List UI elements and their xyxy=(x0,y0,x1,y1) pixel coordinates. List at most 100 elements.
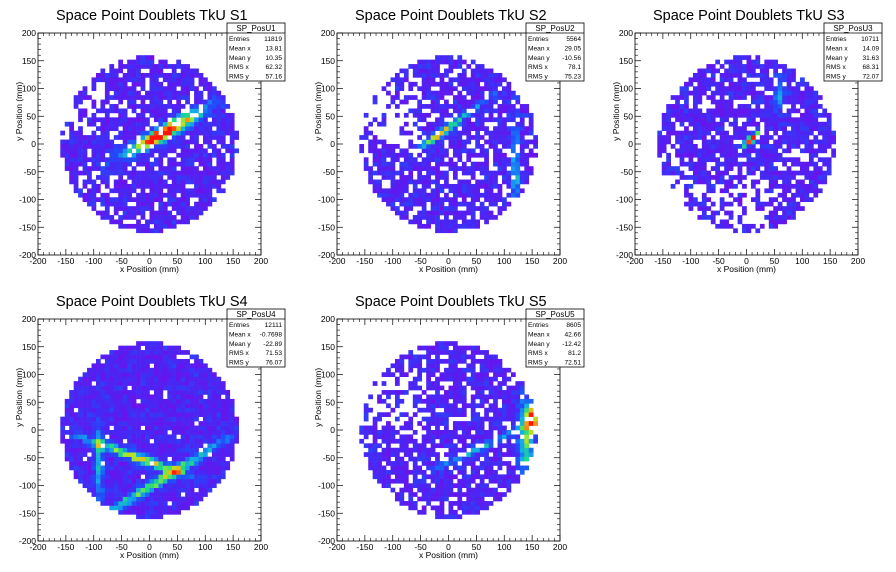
heatmap-cell xyxy=(444,135,449,140)
heatmap-cell xyxy=(153,139,159,145)
heatmap-cell xyxy=(118,68,124,74)
heatmap-cell xyxy=(176,130,182,136)
heatmap-cell xyxy=(162,381,168,386)
y-tick-label: -150 xyxy=(19,508,36,518)
heatmap-cell xyxy=(804,183,810,189)
heatmap-cell xyxy=(430,197,436,203)
heatmap-cell xyxy=(706,197,712,203)
heatmap-cell xyxy=(136,126,141,131)
heatmap-cell xyxy=(412,201,418,207)
heatmap-cell xyxy=(216,117,222,123)
heatmap-cell xyxy=(488,104,494,109)
heatmap-cell xyxy=(764,108,770,114)
heatmap-cell xyxy=(381,447,387,453)
stats-row-label: Mean x xyxy=(229,45,251,52)
heatmap-cell xyxy=(386,412,391,417)
heatmap-cell xyxy=(737,59,743,65)
heatmap-cell xyxy=(795,90,801,96)
heatmap-cell xyxy=(519,179,525,185)
heatmap-cell xyxy=(87,192,92,198)
heatmap-cell xyxy=(777,121,783,127)
heatmap-cell xyxy=(791,170,796,176)
heatmap-cell xyxy=(207,90,213,96)
heatmap-cell xyxy=(746,86,752,92)
heatmap-cell xyxy=(408,363,414,369)
heatmap-cell xyxy=(162,130,168,136)
heatmap-cell xyxy=(122,430,128,435)
heatmap-cell xyxy=(118,381,124,386)
heatmap-cell xyxy=(153,157,159,163)
heatmap-cell xyxy=(171,501,177,506)
heatmap-cell xyxy=(185,372,190,378)
heatmap-cell xyxy=(386,144,391,149)
heatmap-cell xyxy=(377,188,382,194)
heatmap-cell xyxy=(448,104,454,109)
heatmap-cell xyxy=(162,126,168,131)
heatmap-cell xyxy=(817,175,823,180)
heatmap-cell xyxy=(461,219,467,225)
heatmap-cell xyxy=(153,421,159,426)
heatmap-cell xyxy=(666,135,671,140)
heatmap-cell xyxy=(176,501,182,506)
heatmap-cell xyxy=(158,509,164,515)
heatmap-cell xyxy=(194,465,199,471)
heatmap-cell xyxy=(171,367,177,373)
heatmap-cell xyxy=(153,509,159,515)
heatmap-cell xyxy=(746,59,752,65)
heatmap-cell xyxy=(510,157,516,163)
heatmap-cell xyxy=(372,152,378,158)
heatmap-cell xyxy=(737,68,743,74)
heatmap-cell xyxy=(118,170,124,176)
heatmap-cell xyxy=(502,175,507,180)
heatmap-cell xyxy=(444,99,449,105)
heatmap-cell xyxy=(100,478,106,484)
x-tick-label: 0 xyxy=(147,542,152,552)
heatmap-cell xyxy=(149,452,155,457)
heatmap-cell xyxy=(804,148,810,154)
heatmap-cell xyxy=(386,148,391,154)
heatmap-cell xyxy=(403,166,409,171)
heatmap-cell xyxy=(697,201,703,207)
heatmap-cell xyxy=(386,188,391,194)
heatmap-cell xyxy=(162,64,168,69)
heatmap-cell xyxy=(822,130,828,136)
heatmap-cell xyxy=(519,126,525,131)
heatmap-cell xyxy=(430,99,436,105)
heatmap-cell xyxy=(697,68,703,74)
heatmap-cell xyxy=(118,376,124,382)
heatmap-cell xyxy=(479,152,485,158)
heatmap-cell xyxy=(145,350,150,355)
heatmap-cell xyxy=(493,72,498,78)
heatmap-cell xyxy=(466,157,472,163)
heatmap-cell xyxy=(140,59,146,65)
heatmap-cell xyxy=(737,81,743,87)
heatmap-cell xyxy=(140,416,146,422)
heatmap-cell xyxy=(479,77,485,83)
heatmap-cell xyxy=(149,469,155,475)
heatmap-cell xyxy=(136,385,141,391)
heatmap-cell xyxy=(118,223,124,229)
heatmap-cell xyxy=(372,456,378,462)
heatmap-cell xyxy=(479,95,485,100)
heatmap-cell xyxy=(229,161,235,167)
heatmap-cell xyxy=(140,108,146,114)
heatmap-cell xyxy=(82,144,88,149)
heatmap-cell xyxy=(91,206,97,211)
heatmap-cell xyxy=(158,197,164,203)
heatmap-cell xyxy=(100,372,106,378)
heatmap-cell xyxy=(435,197,440,203)
heatmap-cell xyxy=(211,130,217,136)
heatmap-cell xyxy=(768,183,774,189)
heatmap-cell xyxy=(127,478,132,484)
heatmap-cell xyxy=(426,77,431,83)
heatmap-cell xyxy=(750,166,756,171)
heatmap-cell xyxy=(145,456,150,462)
heatmap-cell xyxy=(207,86,213,92)
heatmap-cell xyxy=(444,126,449,131)
heatmap-cell xyxy=(203,407,208,413)
heatmap-cell xyxy=(104,192,110,198)
heatmap-cell xyxy=(69,421,74,426)
heatmap-cell xyxy=(692,170,698,176)
heatmap-cell xyxy=(688,108,694,114)
heatmap-cell xyxy=(104,381,110,386)
